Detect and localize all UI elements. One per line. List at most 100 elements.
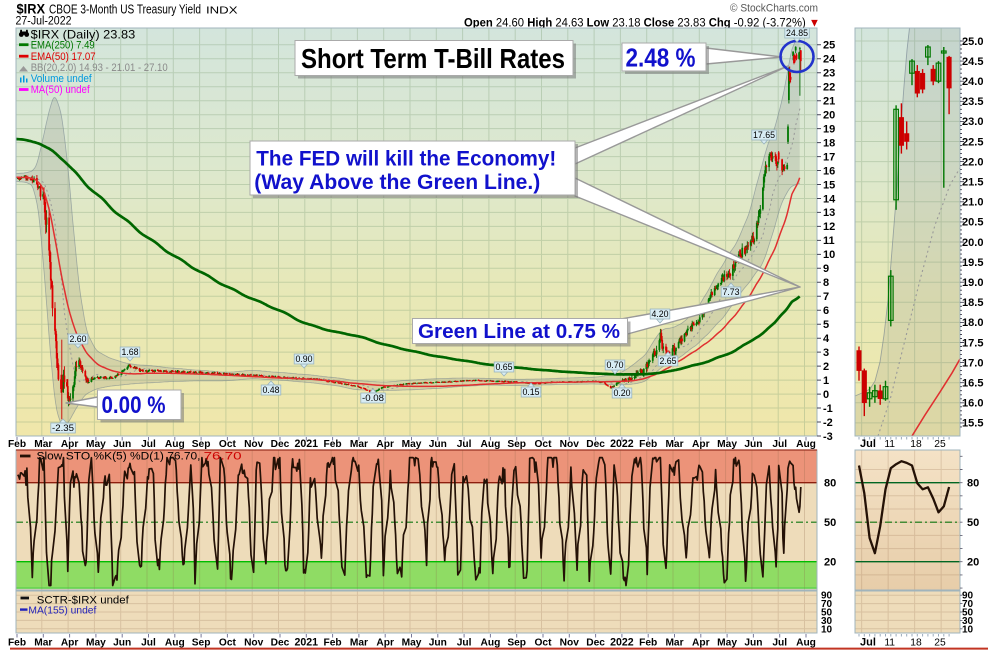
svg-text:18.0: 18.0 bbox=[962, 317, 984, 329]
svg-text:19.5: 19.5 bbox=[962, 257, 984, 269]
svg-text:25: 25 bbox=[934, 439, 946, 450]
svg-text:0.48: 0.48 bbox=[262, 385, 279, 395]
svg-text:8: 8 bbox=[823, 277, 829, 289]
svg-text:30: 30 bbox=[821, 616, 833, 627]
svg-text:May: May bbox=[402, 439, 422, 450]
svg-text:10: 10 bbox=[962, 624, 974, 635]
svg-text:9: 9 bbox=[823, 263, 829, 275]
svg-text:25.0: 25.0 bbox=[962, 36, 984, 48]
svg-text:18.5: 18.5 bbox=[962, 297, 984, 309]
svg-text:© StockCharts.com: © StockCharts.com bbox=[730, 3, 818, 15]
svg-text:Aug: Aug bbox=[165, 638, 185, 649]
svg-text:Slow STO %K(5) %D(1) 76.70,: Slow STO %K(5) %D(1) 76.70, bbox=[37, 451, 201, 463]
svg-text:$IRX: $IRX bbox=[17, 1, 46, 17]
svg-text:Jul: Jul bbox=[860, 637, 876, 649]
svg-text:2021: 2021 bbox=[295, 637, 319, 649]
svg-text:EMA(50) 17.07: EMA(50) 17.07 bbox=[31, 51, 96, 63]
svg-text:13: 13 bbox=[823, 207, 835, 219]
svg-text:20: 20 bbox=[824, 557, 836, 569]
svg-text:4: 4 bbox=[823, 333, 830, 345]
svg-text:Jul: Jul bbox=[457, 638, 472, 649]
svg-text:0.00 %: 0.00 % bbox=[102, 392, 166, 419]
svg-text:-3: -3 bbox=[823, 431, 833, 443]
svg-text:Short Term T-Bill Rates: Short Term T-Bill Rates bbox=[301, 43, 565, 74]
svg-text:15: 15 bbox=[823, 179, 835, 191]
svg-text:2021: 2021 bbox=[295, 438, 319, 450]
svg-text:4.20: 4.20 bbox=[651, 309, 668, 319]
svg-text:Feb: Feb bbox=[8, 638, 26, 649]
svg-text:Oct: Oct bbox=[535, 439, 553, 450]
svg-text:Nov: Nov bbox=[244, 439, 264, 450]
svg-text:Green Line at 0.75 %: Green Line at 0.75 % bbox=[418, 321, 620, 343]
svg-text:20: 20 bbox=[967, 557, 979, 569]
svg-text:14: 14 bbox=[823, 193, 836, 205]
svg-text:6: 6 bbox=[823, 305, 829, 317]
svg-text:EMA(250) 7.49: EMA(250) 7.49 bbox=[31, 40, 95, 52]
svg-text:2022: 2022 bbox=[610, 438, 634, 450]
svg-text:Jun: Jun bbox=[744, 638, 762, 649]
svg-text:Jul: Jul bbox=[860, 438, 876, 450]
svg-text:Apr: Apr bbox=[376, 439, 394, 450]
svg-text:Sep: Sep bbox=[507, 439, 526, 450]
svg-text:16.5: 16.5 bbox=[962, 378, 984, 390]
svg-text:24.5: 24.5 bbox=[962, 56, 984, 68]
svg-text:21.5: 21.5 bbox=[962, 177, 984, 189]
svg-text:12: 12 bbox=[823, 221, 835, 233]
svg-text:11: 11 bbox=[884, 439, 895, 450]
svg-text:Volume undef: Volume undef bbox=[31, 73, 93, 85]
svg-text:50: 50 bbox=[824, 517, 836, 529]
svg-text:22.5: 22.5 bbox=[962, 136, 984, 148]
svg-text:Apr: Apr bbox=[61, 638, 79, 649]
svg-text:90: 90 bbox=[962, 591, 974, 602]
svg-text:Feb: Feb bbox=[639, 638, 657, 649]
svg-text:80: 80 bbox=[824, 478, 836, 490]
svg-text:Apr: Apr bbox=[692, 439, 710, 450]
svg-text:Jun: Jun bbox=[113, 439, 131, 450]
svg-text:SCTR-$IRX undef: SCTR-$IRX undef bbox=[37, 595, 130, 607]
svg-text:Dec: Dec bbox=[271, 439, 290, 450]
svg-text:23.0: 23.0 bbox=[962, 116, 984, 128]
svg-text:18: 18 bbox=[910, 439, 922, 450]
svg-text:-0.08: -0.08 bbox=[362, 393, 384, 403]
svg-text:22: 22 bbox=[823, 82, 835, 94]
svg-text:-2: -2 bbox=[823, 417, 833, 429]
svg-text:-2.35: -2.35 bbox=[52, 423, 74, 433]
svg-text:1.68: 1.68 bbox=[121, 347, 138, 357]
svg-text:Aug: Aug bbox=[480, 638, 500, 649]
svg-text:50: 50 bbox=[962, 608, 974, 619]
svg-text:70: 70 bbox=[962, 599, 974, 610]
svg-text:The FED will kill the Economy!: The FED will kill the Economy! bbox=[256, 147, 556, 170]
svg-text:Oct: Oct bbox=[535, 638, 553, 649]
svg-text:Sep: Sep bbox=[507, 638, 526, 649]
svg-text:19: 19 bbox=[823, 123, 835, 135]
svg-text:Mar: Mar bbox=[665, 439, 683, 450]
svg-text:24: 24 bbox=[823, 54, 836, 66]
svg-text:Feb: Feb bbox=[8, 439, 26, 450]
svg-text:Mar: Mar bbox=[665, 638, 683, 649]
svg-text:Aug: Aug bbox=[165, 439, 185, 450]
svg-text:Mar: Mar bbox=[350, 638, 368, 649]
svg-text:5: 5 bbox=[823, 319, 829, 331]
svg-text:Dec: Dec bbox=[586, 638, 605, 649]
svg-text:21: 21 bbox=[823, 96, 835, 108]
svg-text:11: 11 bbox=[823, 235, 835, 247]
svg-text:Dec: Dec bbox=[271, 638, 290, 649]
svg-text:May: May bbox=[402, 638, 422, 649]
svg-text:Jul: Jul bbox=[772, 439, 787, 450]
svg-text:BB(20,2.0) 14.93 - 21.01 - 27.: BB(20,2.0) 14.93 - 21.01 - 27.10 bbox=[31, 62, 168, 74]
svg-text:$IRX (Daily) 23.83: $IRX (Daily) 23.83 bbox=[31, 28, 136, 42]
svg-text:Open 24.60 High 24.63 Low 23.1: Open 24.60 High 24.63 Low 23.18 Close 23… bbox=[464, 17, 820, 29]
svg-text:23: 23 bbox=[823, 68, 835, 80]
svg-text:30: 30 bbox=[962, 616, 974, 627]
svg-text:27-Jul-2022: 27-Jul-2022 bbox=[16, 16, 72, 28]
svg-text:17.65: 17.65 bbox=[753, 130, 775, 140]
svg-text:Jul: Jul bbox=[141, 439, 156, 450]
svg-text:70: 70 bbox=[821, 599, 833, 610]
svg-text:0.15: 0.15 bbox=[522, 387, 539, 397]
svg-text:(Way Above the Green Line.): (Way Above the Green Line.) bbox=[254, 171, 540, 194]
svg-text:Feb: Feb bbox=[639, 439, 657, 450]
svg-text:Jun: Jun bbox=[113, 638, 131, 649]
svg-text:18: 18 bbox=[910, 638, 922, 649]
svg-text:MA(155) undef: MA(155) undef bbox=[28, 605, 96, 617]
svg-text:May: May bbox=[717, 638, 737, 649]
